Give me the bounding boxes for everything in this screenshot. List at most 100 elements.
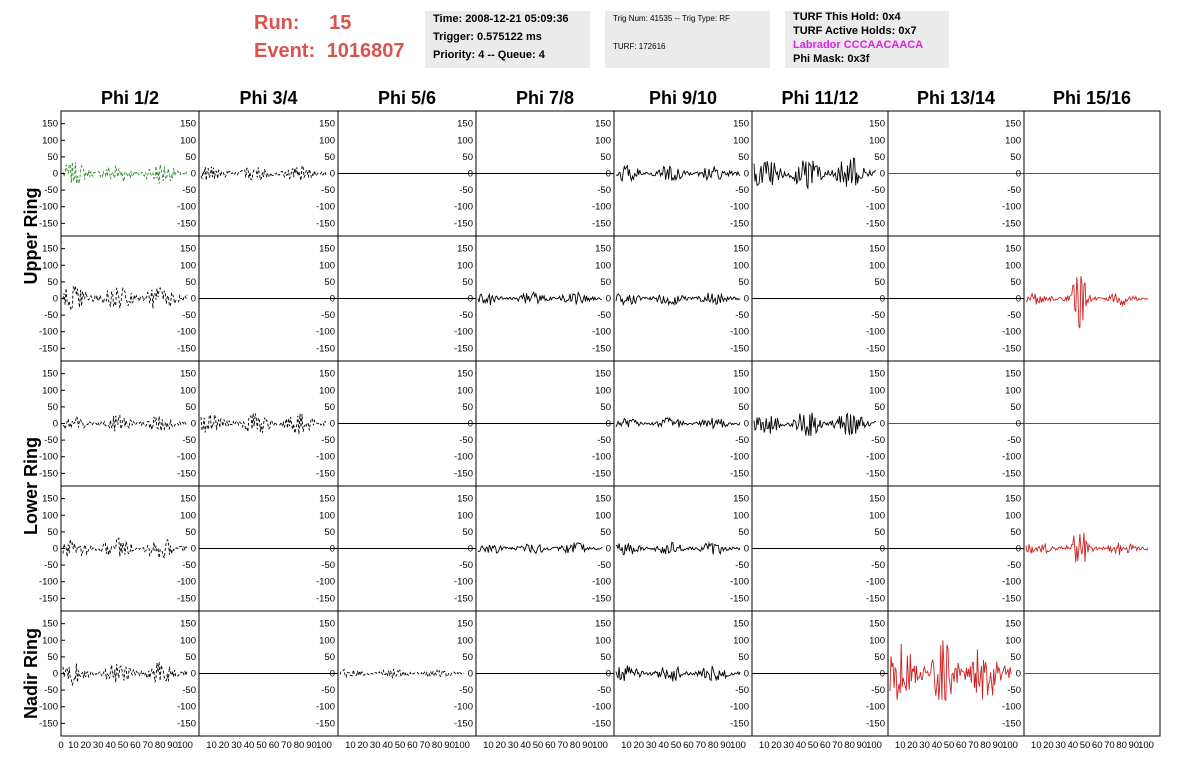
y-tick-label: 50	[47, 277, 58, 288]
x-tick-label: 20	[81, 740, 92, 751]
y-tick-label: 100	[733, 385, 749, 396]
y-tick-label: 100	[319, 510, 335, 521]
waveform-trace	[62, 662, 188, 687]
y-tick-label: 100	[733, 510, 749, 521]
x-tick-label: 30	[231, 740, 242, 751]
y-tick-label: 50	[874, 277, 885, 288]
x-tick-label: 40	[932, 740, 943, 751]
x-tick-label: 60	[820, 740, 831, 751]
y-tick-label: 150	[595, 369, 611, 380]
y-tick-label: 100	[869, 510, 885, 521]
waveform-trace	[615, 164, 741, 183]
info-labrador: Labrador CCCAACAACA	[793, 39, 924, 51]
x-tick-label: 80	[980, 740, 991, 751]
y-tick-label: -150	[1002, 593, 1021, 604]
y-tick-label: -100	[1002, 327, 1021, 338]
y-tick-label: 50	[600, 402, 611, 413]
y-tick-label: -150	[1002, 218, 1021, 229]
y-tick-label: 100	[457, 510, 473, 521]
y-tick-label: 100	[733, 260, 749, 271]
x-tick-label: 30	[783, 740, 794, 751]
y-tick-label: -100	[177, 577, 196, 588]
y-tick-label: 150	[1005, 244, 1021, 255]
x-tick-label: 100	[592, 740, 608, 751]
y-tick-label: -50	[1007, 435, 1021, 446]
y-tick-label: 150	[733, 494, 749, 505]
y-tick-label: 0	[744, 544, 749, 555]
y-tick-label: 0	[330, 669, 335, 680]
y-tick-label: 150	[1005, 494, 1021, 505]
panel-frame	[751, 360, 889, 487]
y-tick-label: -50	[182, 310, 196, 321]
y-tick-label: 100	[319, 385, 335, 396]
y-tick-label: 0	[53, 294, 58, 305]
column-title: Phi 13/14	[917, 88, 995, 108]
y-tick-label: 50	[738, 152, 749, 163]
y-tick-label: 50	[600, 277, 611, 288]
y-tick-label: 100	[1005, 385, 1021, 396]
y-tick-label: 100	[1005, 510, 1021, 521]
y-tick-label: 50	[462, 652, 473, 663]
y-tick-label: 50	[600, 527, 611, 538]
y-tick-label: 50	[874, 652, 885, 663]
y-tick-label: 100	[319, 135, 335, 146]
y-tick-label: 150	[42, 119, 58, 130]
y-tick-label: 50	[324, 277, 335, 288]
x-tick-label: 70	[558, 740, 569, 751]
y-tick-label: 0	[880, 544, 885, 555]
ring-label: Upper Ring	[21, 188, 41, 285]
y-tick-label: -100	[730, 702, 749, 713]
y-tick-label: 0	[330, 169, 335, 180]
info-trignum: Trig Num: 41535 -- Trig Type: RF	[613, 14, 730, 23]
x-tick-label: 30	[370, 740, 381, 751]
info-turf: TURF: 172616	[613, 42, 666, 51]
y-tick-label: 100	[869, 635, 885, 646]
y-tick-label: -100	[177, 202, 196, 213]
y-tick-label: 150	[180, 494, 196, 505]
panel-frame	[613, 485, 753, 612]
waveform-trace	[477, 291, 603, 305]
y-tick-label: -50	[44, 185, 58, 196]
y-tick-label: 100	[42, 635, 58, 646]
waveform-trace	[615, 665, 741, 682]
y-tick-label: -100	[177, 702, 196, 713]
y-tick-label: 150	[869, 119, 885, 130]
y-tick-label: 50	[1010, 652, 1021, 663]
y-tick-label: 0	[606, 669, 611, 680]
y-tick-label: -50	[735, 560, 749, 571]
y-tick-label: 150	[1005, 119, 1021, 130]
event-value: 1016807	[326, 40, 405, 62]
panel-frame	[475, 485, 615, 612]
info-turf-active: TURF Active Holds: 0x7	[793, 25, 917, 37]
x-tick-label: 60	[956, 740, 967, 751]
y-tick-label: -50	[597, 310, 611, 321]
waveform-trace	[62, 161, 188, 185]
y-tick-label: 150	[457, 369, 473, 380]
y-tick-label: 0	[606, 294, 611, 305]
y-tick-label: 50	[185, 402, 196, 413]
y-tick-label: -150	[866, 468, 885, 479]
y-tick-label: -50	[182, 435, 196, 446]
run-label: Run: 15	[254, 12, 351, 35]
x-tick-label: 90	[167, 740, 178, 751]
x-tick-label: 30	[93, 740, 104, 751]
y-tick-label: 0	[53, 169, 58, 180]
y-tick-label: -100	[177, 452, 196, 463]
y-tick-label: 0	[468, 419, 473, 430]
x-tick-label: 50	[395, 740, 406, 751]
y-tick-label: 100	[595, 510, 611, 521]
y-tick-label: 150	[457, 244, 473, 255]
x-tick-label: 60	[407, 740, 418, 751]
x-tick-label: 20	[496, 740, 507, 751]
x-tick-label: 20	[634, 740, 645, 751]
x-tick-label: 20	[907, 740, 918, 751]
y-tick-label: -150	[177, 343, 196, 354]
y-tick-label: -150	[592, 718, 611, 729]
y-tick-label: 150	[42, 244, 58, 255]
y-tick-label: 50	[324, 652, 335, 663]
x-tick-label: 50	[256, 740, 267, 751]
run-label-text: Run:	[254, 12, 300, 34]
y-tick-label: -150	[454, 718, 473, 729]
y-tick-label: -50	[459, 310, 473, 321]
